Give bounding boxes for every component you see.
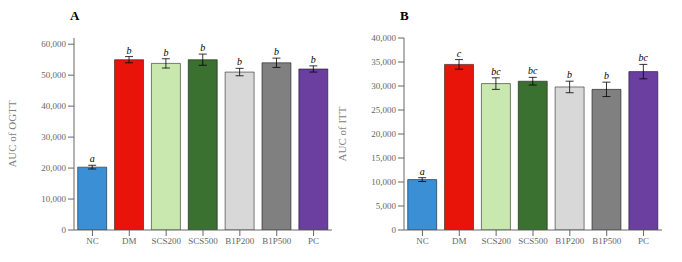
svg-text:a: a	[420, 166, 425, 177]
svg-text:B1P500: B1P500	[592, 236, 622, 246]
svg-text:35,000: 35,000	[371, 57, 396, 67]
svg-text:25,000: 25,000	[371, 105, 396, 115]
svg-text:b: b	[311, 54, 316, 65]
svg-text:bc: bc	[528, 65, 538, 76]
svg-text:PC: PC	[638, 236, 649, 246]
svg-text:c: c	[457, 48, 462, 59]
svg-text:0: 0	[62, 225, 67, 235]
svg-text:40,000: 40,000	[41, 101, 66, 111]
svg-text:B1P200: B1P200	[225, 236, 255, 246]
svg-text:30,000: 30,000	[371, 81, 396, 91]
svg-text:b: b	[604, 70, 609, 81]
svg-text:b: b	[237, 56, 242, 67]
svg-text:40,000: 40,000	[371, 33, 396, 43]
svg-text:NC: NC	[416, 236, 429, 246]
svg-text:b: b	[567, 69, 572, 80]
svg-text:SCS500: SCS500	[188, 236, 218, 246]
svg-text:SCS200: SCS200	[151, 236, 181, 246]
svg-text:bc: bc	[491, 66, 501, 77]
svg-text:a: a	[90, 153, 95, 164]
svg-text:b: b	[163, 47, 168, 58]
svg-text:b: b	[200, 42, 205, 53]
svg-text:SCS200: SCS200	[481, 236, 511, 246]
svg-text:DM: DM	[122, 236, 137, 246]
svg-text:B1P500: B1P500	[262, 236, 292, 246]
svg-text:30,000: 30,000	[41, 132, 66, 142]
svg-text:b: b	[127, 45, 132, 56]
svg-text:20,000: 20,000	[41, 163, 66, 173]
svg-text:5,000: 5,000	[376, 201, 397, 211]
svg-text:AUC of OGTT: AUC of OGTT	[8, 100, 18, 167]
svg-text:15,000: 15,000	[371, 153, 396, 163]
svg-text:SCS500: SCS500	[518, 236, 548, 246]
svg-text:20,000: 20,000	[371, 129, 396, 139]
svg-text:AUC of ITT: AUC of ITT	[338, 106, 348, 161]
svg-text:60,000: 60,000	[41, 39, 66, 49]
svg-text:10,000: 10,000	[371, 177, 396, 187]
svg-text:bc: bc	[639, 52, 649, 63]
svg-text:DM: DM	[452, 236, 467, 246]
svg-text:NC: NC	[86, 236, 99, 246]
svg-text:0: 0	[392, 225, 397, 235]
svg-text:PC: PC	[308, 236, 319, 246]
html-text:A: A	[70, 8, 80, 23]
html-text:B: B	[400, 8, 409, 23]
svg-text:B1P200: B1P200	[555, 236, 585, 246]
svg-text:50,000: 50,000	[41, 70, 66, 80]
svg-text:10,000: 10,000	[41, 194, 66, 204]
svg-text:b: b	[274, 46, 279, 57]
